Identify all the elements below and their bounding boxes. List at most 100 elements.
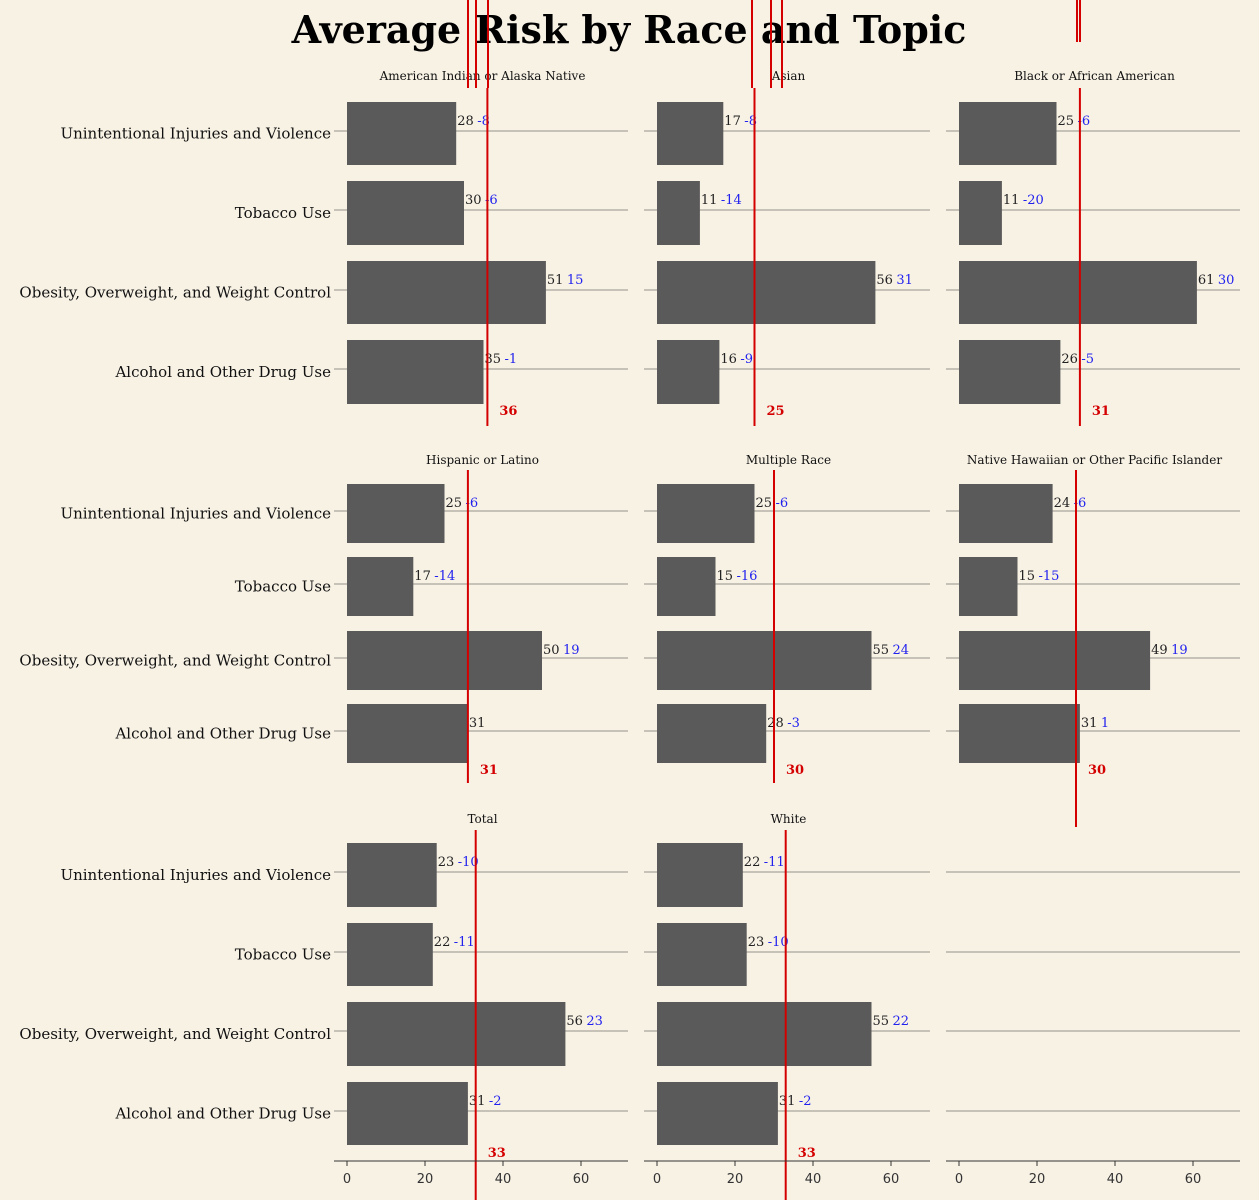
bar [347, 261, 546, 324]
panel-title: Asian [771, 69, 806, 83]
panel-title: American Indian or Alaska Native [379, 69, 586, 83]
bar [657, 102, 724, 165]
bar [347, 1082, 468, 1145]
bar-diff-label: -20 [1023, 193, 1044, 208]
bar [959, 484, 1053, 543]
bar-value-label: 15 [717, 569, 734, 584]
bar-value-label: 61 [1198, 273, 1215, 288]
bar-value-label: 49 [1151, 643, 1168, 658]
bar-diff-label: -3 [787, 716, 800, 731]
x-tick-label: 60 [573, 1172, 590, 1187]
bar [657, 923, 747, 986]
panel-title: Hispanic or Latino [426, 453, 539, 467]
bar-diff-label: 19 [1171, 643, 1188, 658]
bar [657, 704, 767, 763]
bar-value-label: 26 [1061, 352, 1078, 367]
bar-value-label: 15 [1019, 569, 1036, 584]
bar-diff-label: 30 [1218, 273, 1235, 288]
bar-diff-label: 22 [893, 1014, 910, 1029]
bar-diff-label: -10 [768, 935, 789, 950]
bar-value-label: 22 [744, 855, 761, 870]
bar-diff-label: -9 [740, 352, 753, 367]
bar-value-label: 11 [1003, 193, 1020, 208]
x-tick-label: 20 [1029, 1172, 1046, 1187]
x-tick-label: 20 [727, 1172, 744, 1187]
bar-diff-label: -2 [489, 1094, 502, 1109]
average-label: 31 [480, 763, 498, 778]
bar-value-label: 25 [1058, 114, 1075, 129]
panel-title: Total [467, 812, 497, 826]
x-tick-label: 40 [805, 1172, 822, 1187]
bar [959, 557, 1018, 616]
bar-diff-label: 15 [567, 273, 584, 288]
bar [657, 557, 716, 616]
bar [959, 102, 1057, 165]
bar-diff-label: -2 [799, 1094, 812, 1109]
bar-diff-label: -10 [458, 855, 479, 870]
bar [347, 557, 414, 616]
bar-value-label: 31 [469, 716, 486, 731]
bar-value-label: 22 [434, 935, 451, 950]
bar-diff-label: -5 [1081, 352, 1094, 367]
bar [959, 181, 1002, 245]
topic-label: Alcohol and Other Drug Use [114, 363, 331, 381]
bar-diff-label: -11 [454, 935, 475, 950]
bar [959, 340, 1061, 404]
x-tick-label: 20 [417, 1172, 434, 1187]
bar-value-label: 25 [446, 496, 463, 511]
bar [657, 484, 755, 543]
topic-label: Alcohol and Other Drug Use [114, 1105, 331, 1123]
bar-value-label: 56 [876, 273, 893, 288]
bar-diff-label: 24 [893, 643, 910, 658]
bar-value-label: 17 [414, 569, 431, 584]
bar-value-label: 23 [438, 855, 455, 870]
x-tick-label: 0 [343, 1172, 351, 1187]
panel-title: Black or African American [1014, 69, 1175, 83]
bar-diff-label: 31 [896, 273, 913, 288]
bar-value-label: 30 [465, 193, 482, 208]
bar [347, 181, 464, 245]
topic-label: Unintentional Injuries and Violence [60, 125, 331, 143]
bar-diff-label: -14 [721, 193, 742, 208]
bar-diff-label: -14 [434, 569, 455, 584]
bar [347, 923, 433, 986]
topic-label: Unintentional Injuries and Violence [60, 505, 331, 523]
average-label: 30 [1088, 763, 1106, 778]
x-tick-label: 40 [1107, 1172, 1124, 1187]
topic-label: Tobacco Use [235, 946, 331, 964]
bar [347, 102, 457, 165]
bar-value-label: 50 [543, 643, 560, 658]
bar-value-label: 55 [873, 1014, 890, 1029]
bar [657, 1002, 872, 1066]
topic-label: Alcohol and Other Drug Use [114, 725, 331, 743]
x-tick-label: 0 [653, 1172, 661, 1187]
bar [657, 340, 720, 404]
bar-diff-label: -16 [737, 569, 758, 584]
bar-diff-label: -15 [1039, 569, 1060, 584]
bar [347, 1002, 566, 1066]
panel-title: Native Hawaiian or Other Pacific Islande… [967, 453, 1222, 467]
bar [657, 631, 872, 690]
bar-value-label: 51 [547, 273, 564, 288]
bar-value-label: 11 [701, 193, 718, 208]
bar [657, 181, 700, 245]
topic-label: Obesity, Overweight, and Weight Control [19, 652, 331, 670]
x-tick-label: 60 [1185, 1172, 1202, 1187]
topic-label: Obesity, Overweight, and Weight Control [19, 1025, 331, 1043]
bar-value-label: 23 [748, 935, 765, 950]
average-label: 30 [786, 763, 804, 778]
x-tick-label: 60 [883, 1172, 900, 1187]
bar-value-label: 17 [724, 114, 741, 129]
average-label: 33 [798, 1146, 816, 1161]
topic-label: Tobacco Use [235, 204, 331, 222]
average-label: 36 [499, 404, 517, 419]
panel-title: White [771, 812, 807, 826]
bar-diff-label: -11 [764, 855, 785, 870]
topic-label: Tobacco Use [235, 578, 331, 596]
bar [959, 704, 1080, 763]
x-tick-label: 40 [495, 1172, 512, 1187]
bar-diff-label: -6 [776, 496, 789, 511]
bar-value-label: 56 [566, 1014, 583, 1029]
bar [347, 631, 542, 690]
